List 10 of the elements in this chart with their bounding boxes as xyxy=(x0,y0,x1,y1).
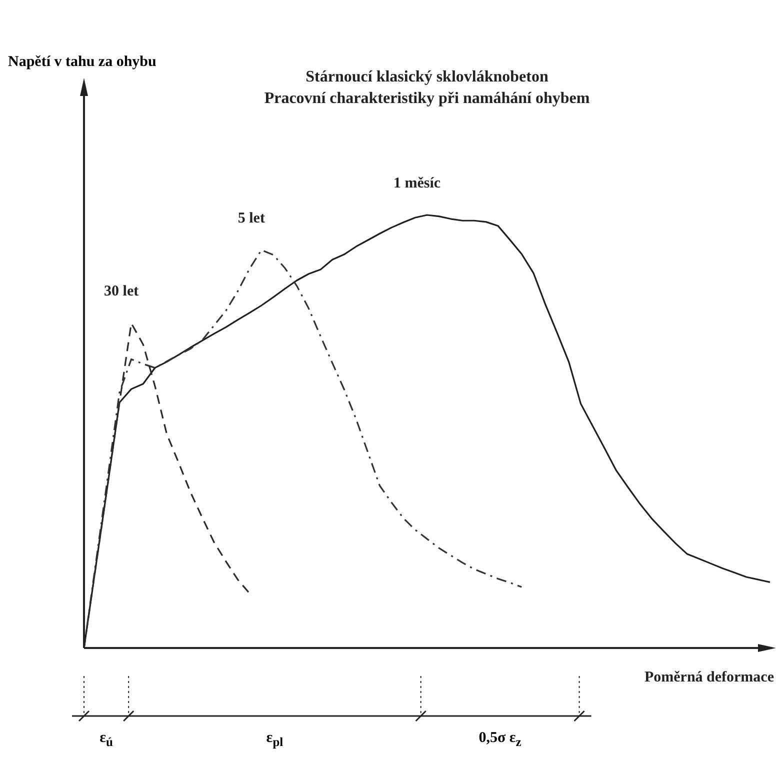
text: ε$_{pl}$ xyxy=(266,730,284,750)
chart-subtitle: Pracovní charakteristiky při namáhání ohybem xyxy=(264,90,590,107)
series-label: 5 let xyxy=(238,210,265,226)
series-label: 30 let xyxy=(104,284,139,300)
text: 0,5σ ε$_{z}$ xyxy=(478,730,522,750)
text: ε$_{ú}$ xyxy=(100,730,113,750)
text: Napětí v tahu za ohybu xyxy=(8,54,156,72)
chart-title: Stárnoucí klasický sklovláknobeton xyxy=(306,68,548,86)
x-axis-title: Poměrná deformace xyxy=(644,669,774,686)
series-label: 1 měsíc xyxy=(393,175,441,192)
